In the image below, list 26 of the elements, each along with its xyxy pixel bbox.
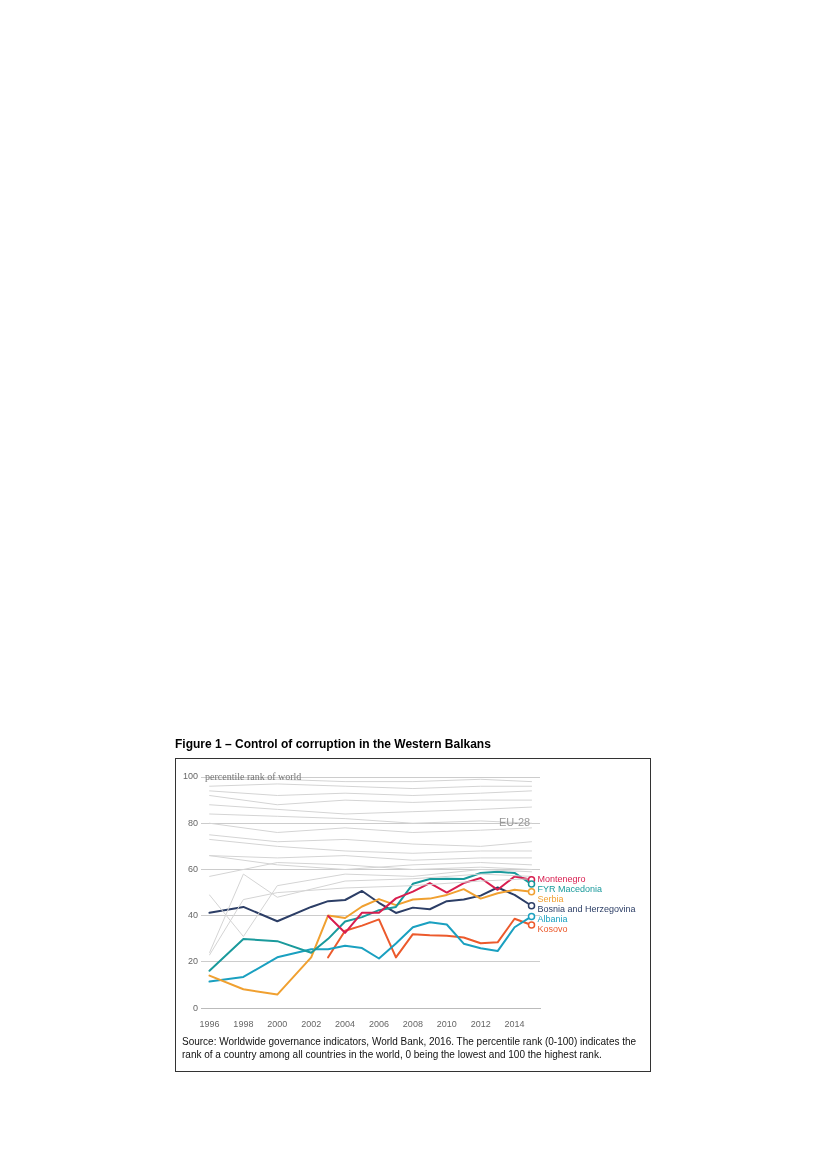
x-tick-label: 2000 bbox=[267, 1019, 288, 1030]
chart-title: Figure 1 – Control of corruption in the Western Balkans bbox=[175, 737, 491, 751]
series-label: Montenegro bbox=[537, 874, 586, 885]
x-tick-label: 2008 bbox=[402, 1019, 423, 1030]
x-tick-label: 2006 bbox=[368, 1019, 389, 1030]
y-tick-label: 20 bbox=[188, 956, 199, 967]
x-tick-label: 2004 bbox=[335, 1019, 356, 1030]
series-label: FYR Macedonia bbox=[537, 884, 603, 895]
series-label: Bosnia and Herzegovina bbox=[537, 904, 636, 915]
y-axis-title: percentile rank of world bbox=[205, 770, 302, 782]
x-tick-label: 2014 bbox=[504, 1019, 525, 1030]
x-tick-label: 1998 bbox=[233, 1019, 254, 1030]
annotation: EU-28 bbox=[498, 816, 531, 829]
x-tick-label: 1996 bbox=[199, 1019, 220, 1030]
source-note: Source: Worldwide governance indicators, World Bank, 2016. The percentile rank (0-100) indicates the rank of a country among all countries in the world, 0 being the lowest and 100 the highest rank. bbox=[182, 1035, 638, 1061]
y-tick-label: 0 bbox=[193, 1002, 199, 1013]
series-label: Serbia bbox=[537, 894, 564, 905]
y-tick-label: 100 bbox=[182, 771, 199, 782]
series-label: Albania bbox=[537, 914, 568, 925]
y-tick-label: 40 bbox=[188, 910, 199, 921]
y-tick-label: 60 bbox=[188, 863, 199, 874]
x-tick-label: 2010 bbox=[436, 1019, 457, 1030]
y-tick-label: 80 bbox=[188, 817, 199, 828]
x-tick-label: 2012 bbox=[470, 1019, 491, 1030]
series-label: Kosovo bbox=[537, 924, 568, 935]
x-tick-label: 2002 bbox=[301, 1019, 322, 1030]
